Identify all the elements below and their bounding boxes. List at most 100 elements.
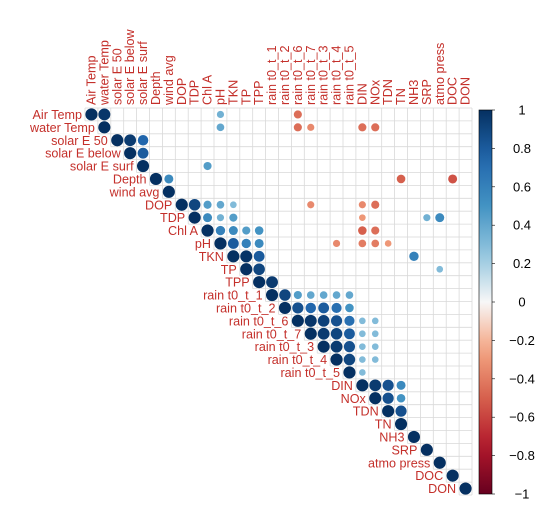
correlation-circle [343, 341, 356, 353]
colorbar-tick-label: 0 [518, 295, 525, 310]
row-label: rain t0_t_1 [203, 289, 263, 303]
correlation-circle [317, 315, 330, 327]
diagonal-circle [291, 314, 304, 327]
row-label: SRP [391, 443, 417, 457]
correlation-circle [332, 291, 341, 299]
diagonal-circle [201, 224, 214, 237]
correlation-circle [435, 213, 445, 223]
column-label: NOx [368, 79, 382, 105]
colorbar-gradient [478, 109, 493, 495]
correlation-circle [317, 327, 330, 340]
diagonal-circle [278, 301, 292, 315]
row-label: rain t0_t_7 [242, 327, 302, 341]
row-label: Depth [113, 172, 147, 186]
correlation-circle [254, 238, 264, 248]
diagonal-circle [330, 353, 343, 366]
correlation-circle [359, 317, 366, 325]
correlation-circle [216, 123, 225, 132]
row-label: TN [375, 418, 392, 432]
row-label: TKN [199, 250, 224, 264]
correlation-circle [319, 291, 328, 299]
correlation-circle [304, 314, 317, 327]
correlation-circle [216, 200, 225, 209]
correlation-circle [359, 356, 366, 363]
correlation-circle [344, 315, 355, 326]
diagonal-circle [356, 379, 369, 392]
diagonal-circle [459, 482, 472, 495]
row-label: water Temp [29, 121, 95, 135]
row-label: rain t0_t_2 [216, 301, 276, 315]
column-label: TP [239, 89, 253, 105]
diagonal-circle [304, 327, 317, 340]
column-label: rain t0_t_2 [278, 45, 292, 105]
row-label: Chl A [168, 224, 199, 238]
row-label: TPP [225, 276, 250, 290]
row-label: pH [195, 237, 211, 251]
row-label: wind avg [109, 185, 160, 199]
row-label: solar E 50 [51, 134, 108, 148]
column-label: DOC [446, 77, 460, 105]
diagonal-circle [227, 250, 240, 263]
correlation-circle [371, 123, 380, 132]
diagonal-circle [253, 276, 266, 289]
diagonal-circle [175, 198, 188, 211]
correlation-circle [382, 379, 394, 391]
diagonal-circle [240, 263, 253, 276]
correlation-circle [203, 161, 212, 171]
correlation-circle [396, 380, 406, 390]
diagonal-circle [369, 392, 382, 405]
correlation-circle [293, 123, 302, 132]
column-label: rain t0_t_6 [291, 45, 305, 105]
column-label: rain t0_t_3 [317, 45, 331, 105]
correlation-circle [253, 263, 265, 276]
column-label: TKN [226, 80, 240, 105]
column-label: Depth [149, 71, 163, 105]
colorbar-tick-label: 0.8 [513, 141, 531, 156]
correlation-circle [215, 225, 226, 236]
colorbar-tick-label: 0.2 [513, 256, 531, 271]
correlation-circle [396, 174, 406, 184]
correlation-circle [330, 327, 343, 340]
correlation-circle [358, 226, 367, 235]
diagonal-circle [394, 417, 408, 431]
column-label: pH [213, 89, 227, 105]
correlation-circle [359, 369, 366, 376]
diagonal-circle [149, 172, 163, 186]
diagonal-circle [382, 405, 395, 418]
row-label: DOP [145, 198, 172, 212]
correlation-circle [124, 134, 137, 147]
correlation-circle [448, 174, 458, 184]
correlation-circle [359, 343, 366, 350]
correlation-circle [318, 302, 330, 314]
colorbar-tick-label: −0.2 [509, 333, 535, 348]
colorbar-tick-label: 0.6 [513, 179, 531, 194]
diagonal-circle [85, 108, 98, 121]
diagonal-circle [124, 147, 137, 160]
correlation-circle [359, 214, 366, 221]
correlation-circle [188, 198, 201, 211]
diagonal-circle [214, 237, 227, 250]
row-label: TP [221, 263, 237, 277]
correlation-circle [254, 226, 264, 235]
colorbar-tick-label: −0.8 [509, 448, 535, 463]
diagonal-circle [162, 185, 175, 198]
correlation-circle [371, 330, 379, 338]
correlation-circle [423, 214, 431, 222]
correlation-circle [358, 123, 367, 132]
correlation-circle [371, 356, 379, 363]
colorbar-tick-label: −0.4 [509, 371, 535, 386]
correlation-circle [266, 276, 278, 289]
row-label: atmo press [368, 456, 430, 470]
correlation-circle [216, 214, 225, 222]
correlation-circle [332, 239, 341, 248]
correlation-circle [164, 174, 174, 184]
color-legend: 1 0.8 0.6 0.4 0.2 0 −0.2 −0.4 −0.6 −0.8 −1 [478, 103, 535, 502]
row-label: DON [428, 482, 456, 496]
diagonal-circle [317, 340, 330, 353]
correlation-circle [371, 239, 380, 248]
column-label: atmo press [433, 43, 447, 105]
correlation-circle [384, 240, 392, 247]
correlation-circle [345, 291, 354, 299]
